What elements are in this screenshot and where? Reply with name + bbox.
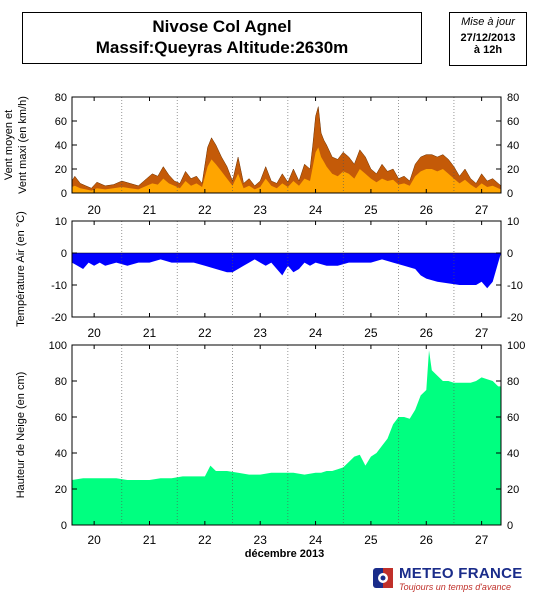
y-tick-label-left: 20 [55, 164, 67, 176]
brand-name: METEO FRANCE [399, 565, 523, 582]
y-tick-label-left: 10 [55, 216, 67, 228]
x-tick-label: 22 [198, 203, 212, 217]
y-tick-label-left: 80 [55, 92, 67, 104]
y-tick-label-right: 0 [507, 520, 513, 532]
y-axis-label: Hauteur de Neige (en cm) [15, 372, 27, 499]
y-axis-label: Vent moyen et [3, 110, 15, 180]
y-tick-label-left: 20 [55, 484, 67, 496]
title-box: Nivose Col Agnel Massif:Queyras Altitude… [22, 12, 422, 64]
y-tick-label-right: -20 [507, 312, 523, 324]
y-tick-label-left: 60 [55, 116, 67, 128]
x-tick-label: 24 [309, 326, 323, 340]
x-tick-label: 27 [475, 326, 489, 340]
y-tick-label-left: 100 [49, 340, 67, 352]
y-tick-label-left: 0 [61, 248, 67, 260]
y-tick-label-right: 60 [507, 116, 519, 128]
x-tick-label: 25 [364, 326, 378, 340]
x-tick-label: 23 [254, 203, 268, 217]
y-tick-label-right: 40 [507, 140, 519, 152]
temperature-area [72, 253, 501, 289]
y-tick-label-left: 40 [55, 140, 67, 152]
y-tick-label-left: 60 [55, 412, 67, 424]
x-tick-label: 22 [198, 326, 212, 340]
y-tick-label-left: 0 [61, 520, 67, 532]
x-tick-label: 26 [420, 326, 434, 340]
x-tick-label: 20 [87, 533, 101, 547]
meteo-france-logo-icon [373, 568, 393, 588]
x-tick-label: 24 [309, 203, 323, 217]
y-tick-label-right: 40 [507, 448, 519, 460]
y-tick-label-left: 0 [61, 188, 67, 200]
meteo-france-brand: METEO FRANCE Toujours un temps d'avance [372, 565, 538, 593]
plot-frame [71, 344, 502, 526]
x-tick-label: 26 [420, 533, 434, 547]
y-tick-label-right: 20 [507, 484, 519, 496]
x-axis-label: décembre 2013 [245, 548, 325, 560]
plot-frame [71, 220, 502, 318]
chart-panel-3: 0 0 20 20 40 40 60 60 80 80 100 100 20 21 22 23 24 25 26 27… [15, 340, 525, 560]
y-axis-label: Vent maxi (en km/h) [17, 96, 29, 194]
y-tick-label-right: 80 [507, 376, 519, 388]
y-tick-label-right: 20 [507, 164, 519, 176]
x-tick-label: 23 [254, 533, 268, 547]
update-box: Mise à jour 27/12/2013 à 12h [449, 12, 527, 66]
y-tick-label-left: -10 [51, 280, 67, 292]
x-tick-label: 22 [198, 533, 212, 547]
y-tick-label-right: 0 [507, 248, 513, 260]
y-tick-label-right: 0 [507, 188, 513, 200]
y-tick-label-left: 80 [55, 376, 67, 388]
y-tick-label-left: 40 [55, 448, 67, 460]
y-tick-label-left: -20 [51, 312, 67, 324]
x-tick-label: 21 [143, 326, 157, 340]
x-tick-label: 21 [143, 533, 157, 547]
x-tick-label: 24 [309, 533, 323, 547]
x-tick-label: 26 [420, 203, 434, 217]
x-tick-label: 25 [364, 203, 378, 217]
y-tick-label-right: 60 [507, 412, 519, 424]
brand-slogan: Toujours un temps d'avance [399, 582, 511, 592]
update-label: Mise à jour [461, 16, 515, 28]
y-tick-label-right: 100 [507, 340, 525, 352]
x-tick-label: 27 [475, 203, 489, 217]
wind-mean-area [72, 147, 501, 193]
station-title: Nivose Col Agnel [152, 17, 292, 36]
y-tick-label-right: -10 [507, 280, 523, 292]
wind-max-area [71, 106, 502, 194]
chart-panel-2: -20 -20 -10 -10 0 0 10 10 20 21 22 23 24 25 26 27 Tempér… [15, 211, 523, 340]
y-axis-label: Température Air (en °C) [15, 211, 27, 327]
y-tick-label-right: 80 [507, 92, 519, 104]
x-tick-label: 20 [87, 326, 101, 340]
x-tick-label: 23 [254, 326, 268, 340]
update-date: 27/12/2013 [460, 32, 516, 44]
x-tick-label: 27 [475, 533, 489, 547]
snow-depth-area [72, 350, 501, 525]
x-tick-label: 21 [143, 203, 157, 217]
update-time: à 12h [473, 44, 503, 56]
chart-panel-1: 0 0 20 20 40 40 60 60 80 80 20 21 22 23 24 25 26 27 Vent m… [3, 92, 519, 217]
x-tick-label: 25 [364, 533, 378, 547]
y-tick-label-right: 10 [507, 216, 519, 228]
station-subtitle: Massif:Queyras Altitude:2630m [95, 38, 349, 57]
x-tick-label: 20 [87, 203, 101, 217]
